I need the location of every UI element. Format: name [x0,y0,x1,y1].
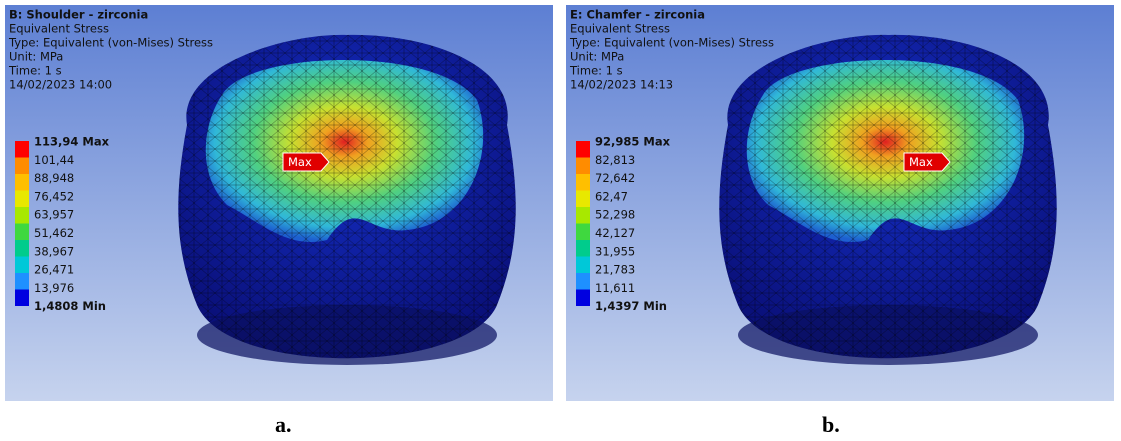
legend-swatch [15,240,29,257]
legend-swatch [576,273,590,290]
figure: B: Shoulder - zirconiaEquivalent StressT… [0,0,1121,441]
mesh [719,35,1056,358]
max-marker-label: Max [909,155,933,169]
legend-label: 21,783 [595,263,635,277]
legend-label: 72,642 [595,171,635,185]
legend-swatch [15,158,29,175]
legend-swatch [576,257,590,274]
legend-swatch [15,224,29,241]
legend-swatch [576,240,590,257]
legend-swatch [576,290,590,307]
legend-label: 13,976 [34,281,74,295]
legend-swatch [15,207,29,224]
header-line: Time: 1 s [8,64,62,78]
header-line: Unit: MPa [570,50,624,64]
legend-label: 113,94 Max [34,135,110,149]
legend-swatch [576,158,590,175]
header-line: Type: Equivalent (von-Mises) Stress [569,36,774,50]
header-line: Unit: MPa [9,50,63,64]
legend-label: 51,462 [34,226,74,240]
legend-label: 38,967 [34,244,74,258]
legend-label: 82,813 [595,153,635,167]
header-line: 14/02/2023 14:00 [9,78,112,92]
legend-label: 26,471 [34,263,74,277]
legend-label: 63,957 [34,208,74,222]
legend-label: 1,4808 Min [34,299,106,313]
legend-label: 62,47 [595,189,628,203]
legend-label: 92,985 Max [595,135,671,149]
legend-swatch [15,174,29,191]
max-marker-label: Max [288,155,312,169]
legend-label: 11,611 [595,281,635,295]
legend-swatch [576,224,590,241]
legend-swatch [576,174,590,191]
legend-swatch [576,141,590,158]
legend-swatch [15,257,29,274]
caption: b. [822,412,840,438]
legend-label: 101,44 [34,153,74,167]
legend-swatch [15,273,29,290]
legend-label: 88,948 [34,171,74,185]
legend-label: 1,4397 Min [595,299,667,313]
mesh [178,35,515,358]
legend-label: 42,127 [595,226,635,240]
legend-label: 52,298 [595,208,635,222]
header-line: E: Chamfer - zirconia [570,8,705,22]
legend-label: 31,955 [595,244,635,258]
legend-swatch [15,191,29,208]
legend-label: 76,452 [34,189,74,203]
header-line: Type: Equivalent (von-Mises) Stress [8,36,213,50]
header-line: 14/02/2023 14:13 [570,78,673,92]
legend-swatch [15,141,29,158]
header-line: Time: 1 s [569,64,623,78]
legend-swatch [15,290,29,307]
header-line: B: Shoulder - zirconia [9,8,148,22]
caption: a. [275,412,292,438]
legend-swatch [576,191,590,208]
header-line: Equivalent Stress [570,22,670,36]
legend-swatch [576,207,590,224]
header-line: Equivalent Stress [9,22,109,36]
